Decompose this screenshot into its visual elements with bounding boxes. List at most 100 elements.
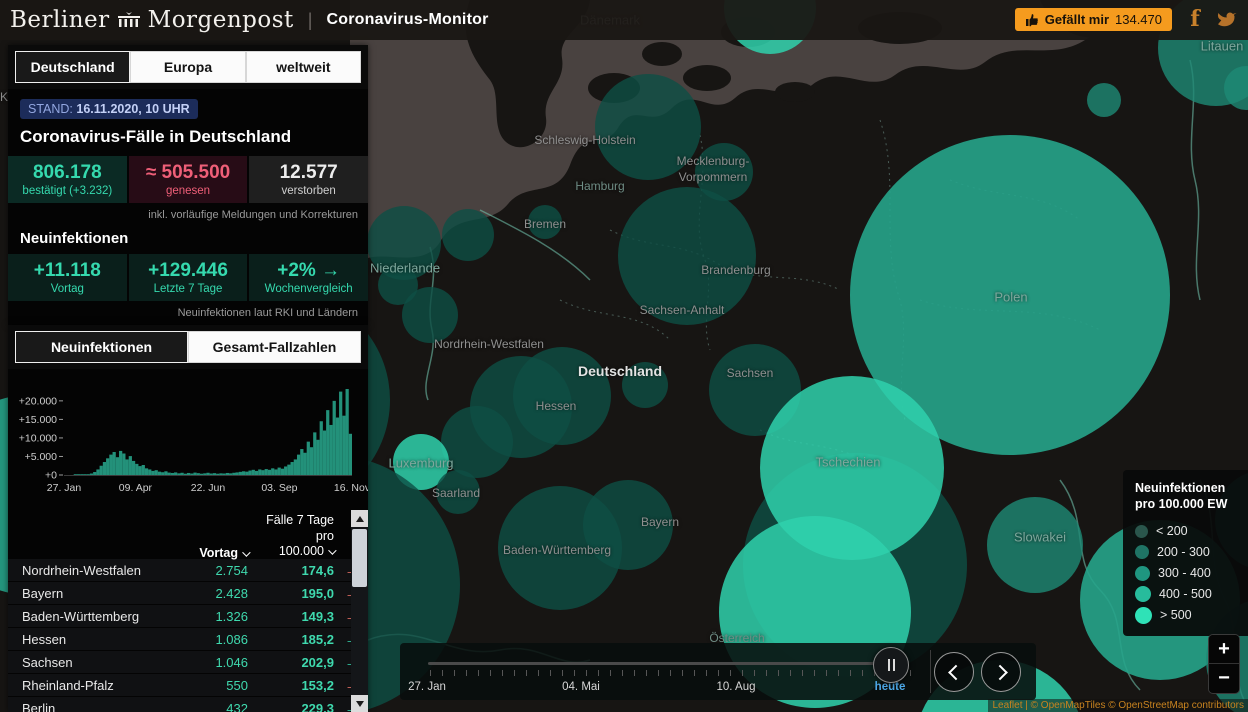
incidence-bubble[interactable]	[709, 344, 801, 436]
col-faelle-line1: Fälle 7 Tage pro	[266, 513, 334, 543]
faelle-value: 229,3	[301, 700, 334, 712]
state-name: Bayern	[22, 585, 64, 601]
facebook-like-button[interactable]: Gefällt mir 134.470	[1014, 8, 1172, 31]
zoom-in-button[interactable]: +	[1209, 635, 1239, 663]
incidence-bubble[interactable]	[436, 470, 480, 514]
brand-logo[interactable]: Berliner Morgenpost	[10, 7, 294, 33]
incidence-bubble[interactable]	[760, 376, 944, 560]
incidence-bubble[interactable]	[583, 480, 673, 570]
next-day-button[interactable]	[981, 652, 1021, 692]
timeline-tick	[442, 670, 443, 676]
timeline-tick	[646, 670, 647, 676]
legend-label: > 500	[1160, 608, 1192, 622]
legend-dot-icon	[1135, 545, 1149, 559]
incidence-bubble[interactable]	[402, 287, 458, 343]
faelle-value: 195,0	[301, 585, 334, 601]
chart-table-panel: Neuinfektionen Gesamt-Fallzahlen +0 +5.000…	[8, 325, 368, 712]
sort-faelle[interactable]: Fälle 7 Tage pro 100.000	[248, 513, 337, 560]
zoom-out-button[interactable]: −	[1209, 664, 1239, 692]
tab-chart-gesamt-fallzahlen[interactable]: Gesamt-Fallzahlen	[188, 331, 361, 363]
timeline-tick	[574, 670, 575, 676]
incidence-bubble[interactable]	[595, 74, 701, 180]
timeline-tick	[466, 670, 467, 676]
case-tiles: 806.178 bestätigt (+3.232) ≈ 505.500 genese…	[8, 156, 369, 203]
incidence-bubble[interactable]	[987, 497, 1083, 593]
timeline-tick	[562, 670, 563, 676]
legend-dot-icon	[1135, 565, 1150, 581]
timeline-tick	[838, 670, 839, 676]
previous-day-button[interactable]	[934, 652, 974, 692]
page-title: Coronavirus-Fälle in Deutschland	[20, 127, 292, 146]
new-infections-heading: Neuinfektionen	[20, 229, 129, 247]
state-name: Nordrhein-Westfalen	[22, 562, 141, 578]
timeline-tick	[802, 670, 803, 676]
incidence-bubble[interactable]	[393, 434, 449, 490]
legend-label: 400 - 500	[1159, 587, 1212, 601]
scrollbar-thumb[interactable]	[352, 529, 367, 587]
timeline-tick	[778, 670, 779, 676]
timeline-tick	[490, 670, 491, 676]
brand-part1: Berliner	[10, 7, 110, 33]
map-attribution[interactable]: Leaflet | © OpenMapTiles © OpenStreetMap…	[988, 699, 1248, 712]
stand-label: STAND:	[28, 102, 73, 116]
legend-item: 400 - 500	[1135, 584, 1248, 605]
twitter-icon[interactable]	[1214, 6, 1240, 32]
incidence-bubble[interactable]	[695, 143, 753, 201]
timeline-tick	[682, 670, 683, 676]
timeline-handle-pause-button[interactable]	[873, 647, 909, 683]
incidence-bubble[interactable]	[367, 206, 441, 280]
new-infection-tile-0: +11.118 Vortag	[8, 253, 127, 301]
timeline-tick	[514, 670, 515, 676]
table-header: Vortag Fälle 7 Tage pro 100.000	[8, 509, 368, 560]
timeline-tick	[814, 670, 815, 676]
sort-chevron-icon	[328, 546, 337, 556]
legend-label: 200 - 300	[1157, 545, 1210, 559]
incidence-bubble[interactable]	[1224, 66, 1248, 110]
incidence-bubble[interactable]	[622, 362, 668, 408]
timeline-tick	[850, 670, 851, 676]
stat-tile-rec: ≈ 505.500 genesen	[128, 156, 248, 203]
state-name: Baden-Württemberg	[22, 608, 140, 624]
scrollbar-down-button[interactable]	[351, 695, 368, 712]
timeline-tick	[754, 670, 755, 676]
tab-chart-neuinfektionen[interactable]: Neuinfektionen	[15, 331, 188, 363]
table-scrollbar[interactable]	[351, 510, 368, 712]
facebook-icon[interactable]: f	[1190, 6, 1200, 32]
incidence-bubble[interactable]	[441, 406, 513, 478]
faelle-value: 185,2	[301, 631, 334, 647]
tab-region-weltweit[interactable]: weltweit	[245, 51, 361, 83]
faelle-value: 149,3	[301, 608, 334, 624]
state-name: Rheinland-Pfalz	[22, 677, 114, 693]
sort-vortag[interactable]: Vortag	[140, 546, 251, 560]
map-zoom-control: + −	[1208, 634, 1240, 694]
incidence-bubble[interactable]	[618, 187, 756, 325]
incidence-bubble[interactable]	[513, 347, 611, 445]
timeline-tick	[670, 670, 671, 676]
svg-text:22. Jun: 22. Jun	[191, 482, 226, 494]
svg-text:+0: +0	[45, 470, 57, 482]
timeline-tick	[610, 670, 611, 676]
legend-item: 200 - 300	[1135, 542, 1248, 563]
tab-region-deutschland[interactable]: Deutschland	[15, 51, 131, 83]
faelle-value: 174,6	[301, 562, 334, 578]
brand-part2: Morgenpost	[147, 7, 294, 33]
tab-region-europa[interactable]: Europa	[130, 51, 246, 83]
timeline-track[interactable]	[428, 662, 892, 665]
incidence-bubble[interactable]	[850, 135, 1170, 455]
incidence-bubble[interactable]	[528, 205, 562, 239]
incidence-bubble[interactable]	[442, 209, 494, 261]
scrollbar-up-button[interactable]	[351, 510, 368, 527]
triangle-down-icon	[355, 700, 364, 707]
incidence-bubble[interactable]	[1087, 83, 1121, 117]
faelle-value: 202,9	[301, 654, 334, 670]
like-label: Gefällt mir	[1044, 12, 1109, 27]
vortag-value: 432	[226, 700, 248, 712]
incidence-bubble[interactable]	[378, 265, 418, 305]
